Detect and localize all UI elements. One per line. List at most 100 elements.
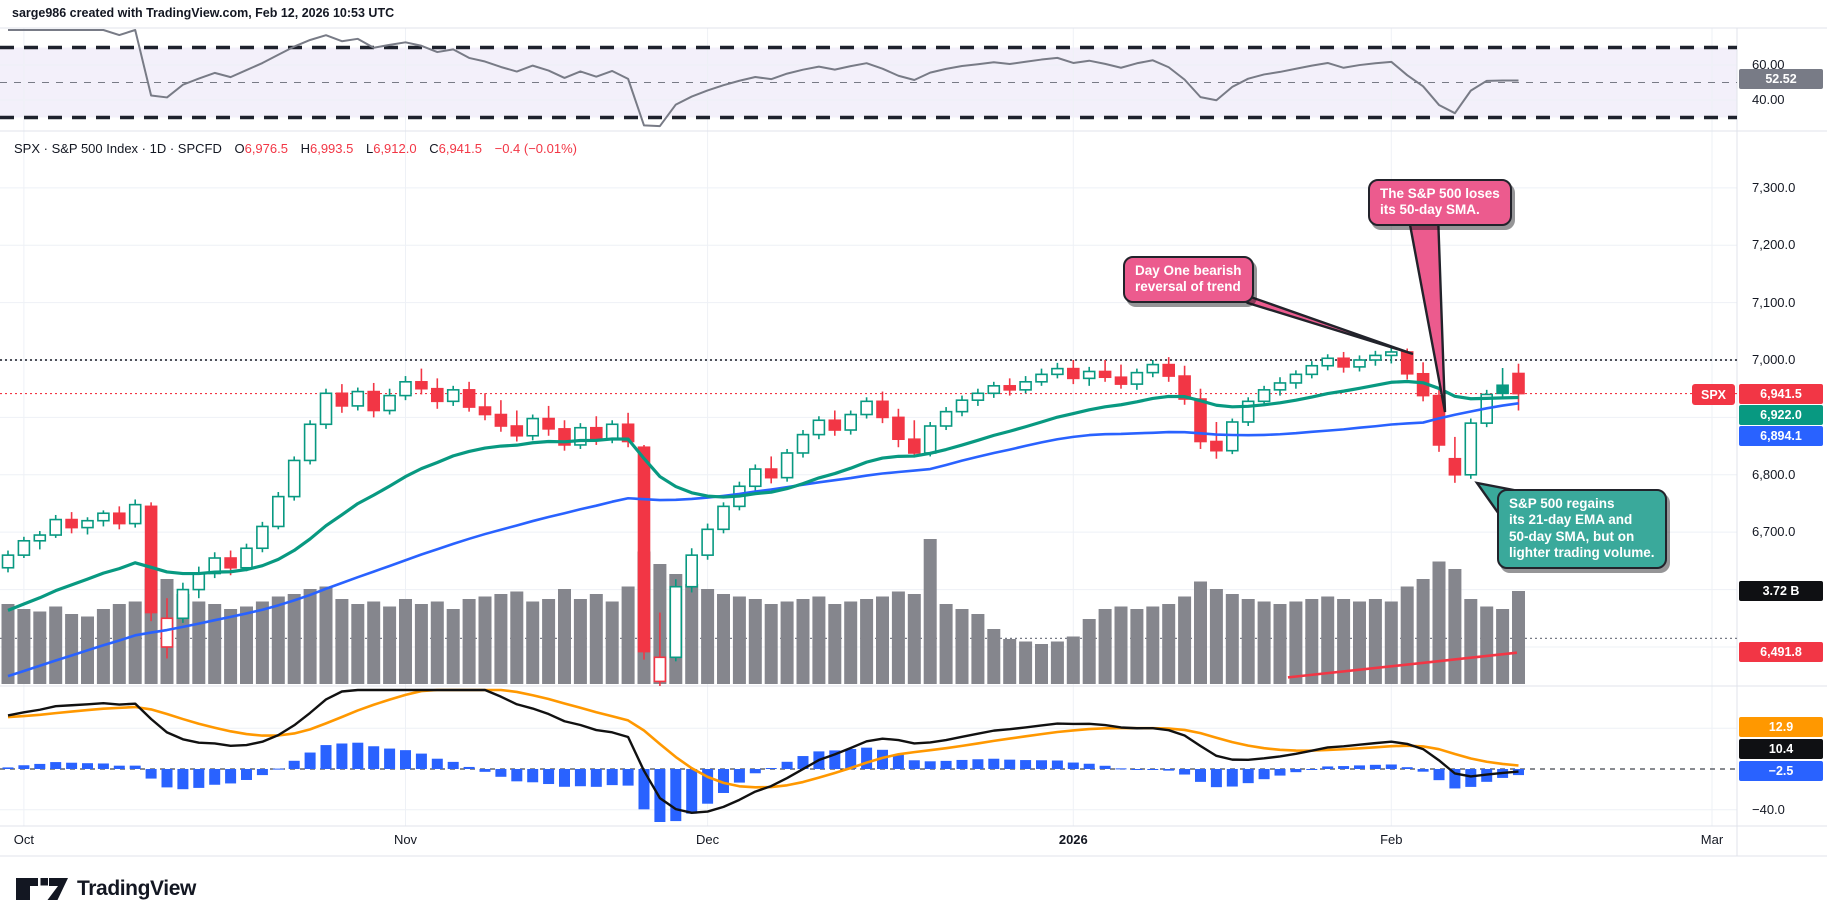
symbol-legend[interactable]: SPX · S&P 500 Index · 1D · SPCFD O6,976.… xyxy=(14,141,577,156)
volume-bar xyxy=(1241,599,1255,684)
callout-day-one-reversal[interactable]: Day One bearish reversal of trend xyxy=(1123,256,1254,303)
volume-bar xyxy=(955,609,969,684)
candle-body xyxy=(462,389,476,408)
low-label: L xyxy=(365,141,374,156)
volume-bar xyxy=(208,604,222,684)
macd-value-badge: 10.4 xyxy=(1739,739,1823,759)
macd-histogram-bar xyxy=(1163,769,1175,771)
volume-bar xyxy=(224,609,238,684)
sma50-value-badge: 6,894.1 xyxy=(1739,426,1823,446)
candle-body xyxy=(113,512,126,525)
candle-body xyxy=(1082,370,1096,380)
macd-histogram-bar xyxy=(1338,766,1350,769)
macd-histogram-bar xyxy=(352,742,364,769)
macd-histogram-bar xyxy=(924,761,936,769)
time-scale-axis[interactable] xyxy=(0,826,1737,856)
candle-body xyxy=(1241,400,1255,423)
candle-body xyxy=(1178,375,1191,400)
candle-body xyxy=(1321,357,1334,367)
volume-bar xyxy=(860,599,874,684)
candle-body xyxy=(303,423,317,462)
macd-histogram-bar xyxy=(972,759,984,769)
candle-body xyxy=(1289,373,1303,384)
macd-histogram-bar xyxy=(559,769,570,787)
candle-body xyxy=(446,389,460,403)
candle-body xyxy=(128,503,142,525)
volume-bar xyxy=(1273,604,1287,684)
volume-bar xyxy=(558,589,571,684)
candle-body xyxy=(1051,367,1064,376)
high-value: 6,993.5 xyxy=(309,141,354,156)
candle-body xyxy=(542,417,555,430)
macd-histogram-bar xyxy=(431,758,443,769)
axis-tick-label: 60.00 xyxy=(1752,57,1785,72)
volume-bar xyxy=(33,611,47,684)
time-axis-label: Oct xyxy=(13,832,35,847)
macd-histogram-bar xyxy=(463,766,475,769)
candle-body xyxy=(987,385,1001,395)
volume-bar xyxy=(510,591,524,684)
candle-body xyxy=(605,423,619,441)
macd-histogram-bar xyxy=(368,746,380,769)
volume-bar xyxy=(430,601,444,684)
candle-body xyxy=(17,539,31,556)
volume-bar xyxy=(1019,641,1033,684)
macd-histogram-bar xyxy=(256,769,268,776)
candle-body xyxy=(240,547,253,569)
candle-body xyxy=(1003,385,1017,391)
volume-bar xyxy=(1337,599,1351,684)
volume-bar xyxy=(605,601,619,684)
macd-histogram-bar xyxy=(845,748,857,769)
macd-histogram-bar xyxy=(670,769,682,822)
macd-histogram-bar xyxy=(2,767,14,769)
time-axis-label: Nov xyxy=(393,832,418,847)
axis-tick-label: 6,800.0 xyxy=(1752,466,1796,482)
candle-body xyxy=(1400,351,1414,375)
volume-bar xyxy=(128,601,142,684)
callout-loses-50day-sma[interactable]: The S&P 500 loses its 50-day SMA. xyxy=(1368,179,1512,226)
trendline-value-badge: 6,491.8 xyxy=(1739,642,1823,662)
candle-body xyxy=(1496,384,1509,395)
candle-body xyxy=(892,416,905,441)
volume-bar xyxy=(764,604,778,684)
candle-body xyxy=(637,446,651,653)
symbol-title[interactable]: SPX · S&P 500 Index · 1D · SPCFD xyxy=(14,141,222,156)
macd-histogram-bar xyxy=(415,753,427,769)
macd-histogram-bar xyxy=(1036,760,1047,769)
rsi-value-badge: 52.52 xyxy=(1739,69,1823,89)
candle-body xyxy=(144,505,158,614)
macd-histogram-bar xyxy=(1242,769,1254,784)
volume-bar xyxy=(780,601,794,684)
volume-bar xyxy=(1082,619,1096,684)
volume-bar xyxy=(1257,601,1271,684)
macd-histogram-bar xyxy=(1004,759,1016,769)
volume-bar xyxy=(828,604,842,684)
candle-body xyxy=(685,554,699,588)
macd-histogram-bar xyxy=(1131,769,1143,770)
tradingview-logo-icon xyxy=(16,878,68,900)
axis-tick-label: 7,200.0 xyxy=(1752,237,1796,253)
callout-regains-emas[interactable]: S&P 500 regains its 21-day EMA and 50-da… xyxy=(1497,489,1667,569)
tradingview-logo[interactable]: TradingView xyxy=(16,876,196,902)
candle-body xyxy=(1019,381,1032,391)
macd-histogram-bar xyxy=(177,769,189,790)
macd-histogram-bar xyxy=(1099,765,1111,769)
macd-line xyxy=(7,688,1519,815)
volume-bar xyxy=(1384,601,1398,684)
candle-body xyxy=(383,394,396,412)
macd-histogram-bar xyxy=(1195,769,1206,782)
symbol-tag-badge[interactable]: SPX xyxy=(1692,384,1735,405)
candle-body xyxy=(812,419,826,436)
candle-body xyxy=(1194,398,1207,443)
macd-histogram-bar xyxy=(638,769,650,810)
volume-bar xyxy=(1162,604,1176,684)
macd-histogram-bar xyxy=(749,769,761,774)
callout-tail-day-one xyxy=(1224,286,1414,356)
candle-body xyxy=(1,554,15,569)
volume-bar xyxy=(589,594,603,684)
last-price-badge[interactable]: 6,941.5 xyxy=(1739,384,1823,404)
candle-body xyxy=(1067,367,1080,380)
candle-body xyxy=(589,426,603,441)
volume-bar xyxy=(1400,586,1414,684)
